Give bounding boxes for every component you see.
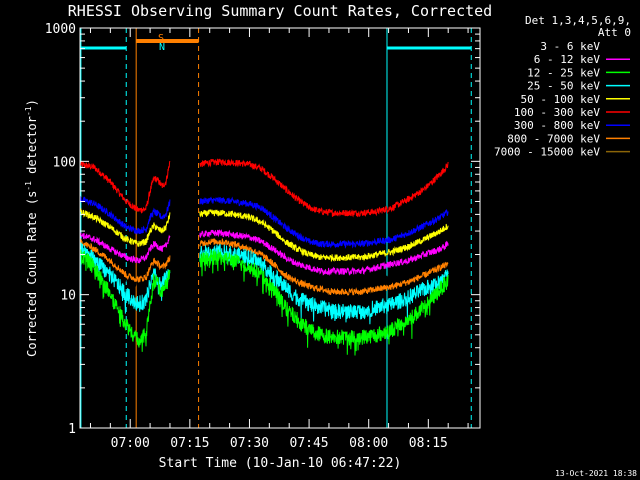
- series-line-6-seg-2: [199, 243, 449, 325]
- legend-entry-label: 100 - 300 keV: [514, 106, 600, 119]
- series-line-1-seg-2: [199, 196, 449, 249]
- x-tick-label: 07:30: [230, 436, 269, 451]
- series-line-0-seg-2: [199, 158, 449, 218]
- footer-date: 13-Oct-2021 18:38: [555, 469, 637, 478]
- x-tick-label: 07:45: [290, 436, 329, 451]
- legend-entry-label: 50 - 100 keV: [521, 93, 601, 106]
- series-line-7-seg-2: [199, 249, 449, 356]
- y-tick-label: 100: [53, 155, 76, 170]
- y-axis-label-main: Corrected Count Rate (s: [25, 191, 39, 357]
- y-tick-label: 10: [60, 289, 76, 304]
- series-line-2-seg-1: [80, 208, 171, 247]
- series-line-7-seg-1: [80, 249, 171, 352]
- legend-header-2: Att 0: [598, 26, 631, 39]
- y-axis-label-sup1: -1: [24, 181, 33, 191]
- y-tick-label: 1000: [45, 22, 76, 37]
- series-line-5-seg-1: [80, 238, 171, 283]
- series-line-2-seg-2: [199, 208, 449, 263]
- series-line-3-seg-1: [80, 232, 171, 264]
- x-tick-label: 07:00: [111, 436, 150, 451]
- legend-entry-label: 7000 - 15000 keV: [494, 146, 600, 159]
- y-axis-label: Corrected Count Rate (s-1 detector-1): [24, 99, 39, 357]
- legend-header-1: Det 1,3,4,5,6,9,: [525, 14, 631, 27]
- legend-entry-label: 800 - 7000 keV: [507, 132, 600, 145]
- chart-title: RHESSI Observing Summary Count Rates, Co…: [68, 2, 492, 20]
- y-axis-label-mid: detector: [25, 116, 39, 181]
- x-axis-label: Start Time (10-Jan-10 06:47:22): [159, 456, 402, 471]
- x-axis: 07:00 07:15 07:30 07:45 08:00 08:15: [89, 28, 469, 451]
- y-axis: 1 10 100 1000: [45, 22, 480, 437]
- flag-letter-s: S: [158, 33, 164, 44]
- legend-entry-label: 3 - 6 keV: [540, 40, 600, 53]
- legend-entry-label: 12 - 25 keV: [527, 66, 600, 79]
- y-tick-label: 1: [68, 422, 76, 437]
- series-line-3-seg-2: [199, 228, 449, 276]
- legend-entry-label: 6 - 12 keV: [534, 53, 601, 66]
- x-tick-label: 08:00: [349, 436, 388, 451]
- series-line-5-seg-2: [199, 238, 449, 296]
- series-layer: [80, 158, 449, 356]
- y-axis-label-sup2: -1: [24, 106, 33, 116]
- series-line-1-seg-1: [80, 195, 171, 235]
- legend-entry-label: 25 - 50 keV: [527, 80, 600, 93]
- plot-frame: [79, 27, 481, 429]
- y-axis-label-end: ): [25, 99, 39, 106]
- x-tick-label: 07:15: [170, 436, 209, 451]
- x-tick-label: 08:15: [409, 436, 448, 451]
- flag-layer: [80, 28, 472, 428]
- series-line-0-seg-1: [80, 161, 171, 214]
- legend-entry-label: 300 - 800 keV: [514, 119, 600, 132]
- flag-letter-n: N: [159, 42, 165, 53]
